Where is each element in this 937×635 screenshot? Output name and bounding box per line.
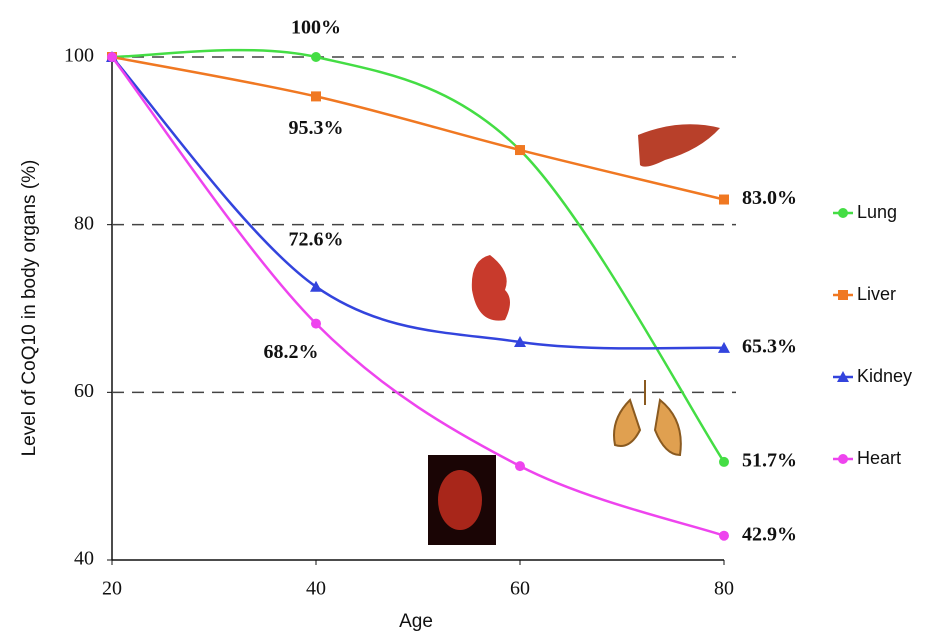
legend-label: Lung	[857, 202, 897, 222]
data-point	[719, 457, 729, 467]
legend-label: Liver	[857, 284, 896, 304]
value-label: 68.2%	[264, 341, 319, 363]
data-point	[107, 52, 117, 62]
data-point	[719, 531, 729, 541]
y-tick-label: 100	[64, 45, 94, 67]
legend-marker	[838, 290, 848, 300]
heart-shape	[438, 470, 482, 530]
data-point	[311, 91, 321, 101]
data-point	[515, 461, 525, 471]
data-point	[311, 319, 321, 329]
liver-image	[638, 124, 720, 166]
value-label: 95.3%	[289, 117, 344, 139]
y-tick-label: 40	[74, 548, 94, 570]
y-tick-label: 80	[74, 212, 94, 234]
legend-label: Kidney	[857, 366, 912, 386]
value-label: 42.9%	[742, 523, 797, 545]
value-label: 65.3%	[742, 335, 797, 357]
legend-label: Heart	[857, 448, 901, 468]
y-axis-title: Level of CoQ10 in body organs (%)	[19, 160, 40, 457]
legend-marker	[838, 208, 848, 218]
series-line	[112, 57, 724, 536]
value-label: 83.0%	[742, 187, 797, 209]
x-tick-label: 40	[306, 578, 326, 600]
legend-marker	[838, 454, 848, 464]
value-label: 72.6%	[289, 228, 344, 250]
series-line	[112, 50, 724, 462]
lung-image	[614, 380, 681, 455]
data-point	[515, 145, 525, 155]
series-line	[112, 57, 724, 348]
value-label: 51.7%	[742, 450, 797, 472]
x-tick-label: 60	[510, 578, 530, 600]
data-point	[311, 52, 321, 62]
series-line	[112, 57, 724, 200]
data-point	[719, 195, 729, 205]
kidney-image	[472, 255, 510, 321]
value-label: 100%	[291, 17, 341, 39]
chart: Age Level of CoQ10 in body organs (%) 40…	[0, 0, 937, 635]
x-tick-label: 80	[714, 578, 734, 600]
x-tick-label: 20	[102, 578, 122, 600]
x-axis-title: Age	[399, 611, 433, 632]
y-tick-label: 60	[74, 380, 94, 402]
